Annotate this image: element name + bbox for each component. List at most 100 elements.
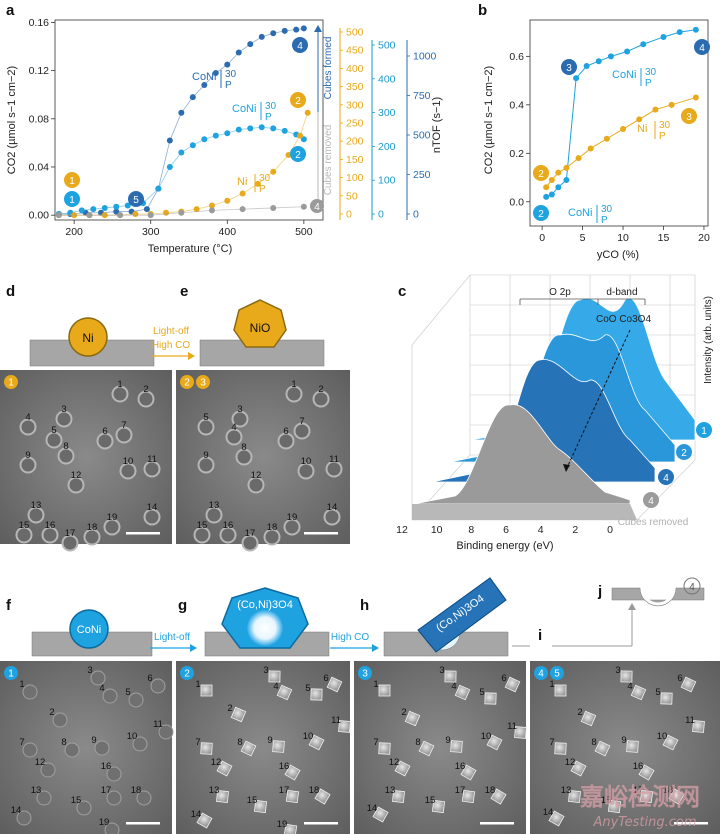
sem-particle-label: 16 (279, 761, 290, 772)
panel-label-i: i (538, 627, 542, 644)
chart-b-point (548, 191, 555, 198)
frac-top: 30 (225, 69, 237, 80)
sem-particle (247, 476, 265, 494)
sem-particle-label: 13 (31, 785, 42, 796)
sem-particle-label: 2 (318, 384, 323, 395)
shift-arrow (565, 329, 631, 471)
panel-label-e: e (180, 283, 188, 300)
chart-a-points (55, 25, 311, 219)
sem-particle (639, 789, 654, 804)
chart-c-xtick-label: 10 (431, 524, 443, 536)
cyan-axis-label: 100 (378, 175, 396, 187)
chart-b-point (652, 106, 659, 113)
arrow-de-line2: High CO (152, 340, 191, 351)
sem-particle-label: 17 (245, 528, 256, 539)
sem-particle-label: 17 (65, 528, 76, 539)
frac-bot: P (659, 131, 666, 142)
chart-a-point (166, 137, 173, 144)
sem-particle (197, 456, 215, 474)
chart-b-series-line (545, 29, 696, 198)
chart-a-point (193, 206, 200, 213)
sem-particle-label: 9 (25, 450, 30, 461)
sem-particle (620, 670, 633, 683)
sem-particle (137, 390, 155, 408)
chart-a-point (113, 203, 120, 210)
sem-particle-label: 1 (117, 379, 122, 390)
sem-particle-label: 15 (19, 520, 30, 531)
chart-b-xlabel: yCO (%) (597, 249, 639, 261)
sem-particle-label: 13 (209, 500, 220, 511)
sem-particle (96, 432, 114, 450)
sem-particle-label: 14 (327, 502, 338, 513)
chart-c-xtick-label: 4 (538, 524, 544, 536)
sem-particle-label: 15 (197, 520, 208, 531)
frac-top: 30 (601, 204, 613, 215)
hollow-core-g (247, 610, 283, 646)
chart-c-xlabel: Binding energy (eV) (456, 540, 553, 552)
sem-particle-label: 18 (267, 522, 278, 533)
sem-particle (225, 428, 243, 446)
sem-particle-label: 8 (63, 441, 68, 452)
chart-b-ticks: 0 5 10 15 20 0.0 0.2 0.4 0.6 (509, 51, 710, 244)
sem-particle (554, 742, 567, 755)
chart-b-point (636, 116, 643, 123)
sem-badge (180, 666, 194, 680)
chart-a-point (300, 25, 307, 32)
sem-particle (36, 790, 52, 806)
frac-bot: P (259, 184, 266, 195)
chart-a-point (270, 204, 277, 211)
chart-a-point (117, 212, 124, 219)
sem-particle-label: 1 (549, 679, 554, 690)
gold-axis-label: 300 (346, 99, 364, 111)
sem-particle-label: 9 (91, 735, 96, 746)
chart-b-point (583, 63, 590, 70)
chart-a-ytick-label: 0.12 (29, 65, 50, 77)
sem-particle (276, 684, 293, 701)
ntof-axis-label: nTOF (s−1) (431, 97, 443, 153)
chart-b-point (555, 169, 562, 176)
gold-axis-label: 0 (346, 209, 352, 221)
marker-text: 4 (699, 43, 705, 54)
sem-particle-label: 3 (615, 665, 620, 676)
chart-a-series-line (58, 126, 305, 215)
chart-b-point (607, 53, 614, 60)
nio-particle-label: NiO (250, 321, 271, 335)
sem-particle-label: 7 (195, 737, 200, 748)
sem-badge (180, 375, 194, 389)
oxide-label-g: (Co,Ni)3O4 (237, 599, 293, 611)
sem-particle-label: 8 (415, 737, 420, 748)
sem-particle (115, 426, 133, 444)
chart-a-point (189, 142, 196, 149)
panel-label-b: b (478, 2, 487, 19)
chart-c-xtick-label: 0 (607, 524, 613, 536)
sem-badge (4, 666, 18, 680)
sem-particle (325, 460, 343, 478)
sem-particle-label: 5 (655, 687, 660, 698)
sem-particle-label: 11 (147, 454, 157, 465)
sem-particle-label: 16 (223, 520, 234, 531)
panel-label-h: h (360, 597, 369, 614)
chart-a-point (293, 26, 300, 33)
label-b-coni-bottom: CoNi 30 P (568, 204, 613, 226)
c-cubes-removed: Cubes removed (618, 517, 689, 528)
panel-label-c: c (398, 283, 406, 300)
cubes-removed-label: Cubes removed (323, 125, 334, 196)
sem-particle (27, 506, 45, 524)
label-coni-light: CoNi 30 P (232, 101, 277, 123)
sem-particle-label: 6 (677, 673, 682, 684)
marker-text: 4 (297, 41, 303, 52)
chart-a-point (201, 136, 208, 143)
sem-particle-label: 6 (323, 673, 328, 684)
sem-particle-label: 1 (195, 679, 200, 690)
sem-particle-label: 4 (451, 681, 456, 692)
sem-particle-label: 18 (485, 785, 496, 796)
chart-a-point (254, 180, 261, 187)
sem-particle (626, 740, 639, 753)
sem-particle-label: 16 (101, 761, 112, 772)
sem-particle (444, 670, 457, 683)
chart-b-ytick-label: 0.4 (509, 99, 524, 111)
chart-b-point (640, 41, 647, 48)
frac-top: 30 (659, 120, 671, 131)
sem-particle-label: 6 (283, 426, 288, 437)
